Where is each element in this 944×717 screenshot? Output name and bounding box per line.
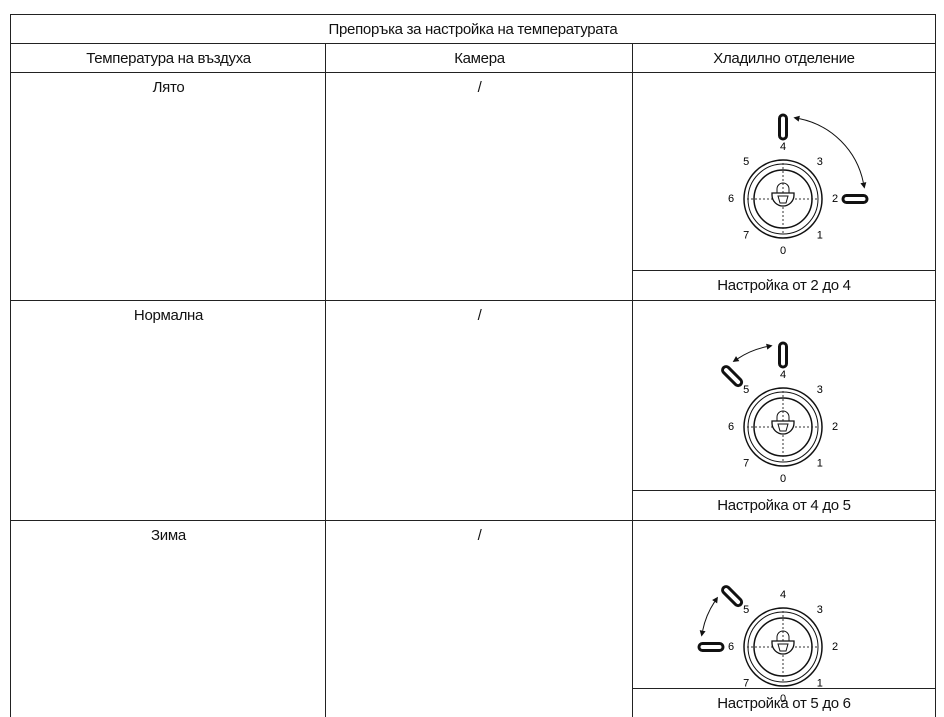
dial-part: [776, 630, 790, 652]
arrow-head: [860, 182, 867, 189]
knob-indicator: [778, 341, 788, 369]
setting-caption: Настройка от 4 до 5: [632, 490, 936, 520]
season-cell: Нормална: [10, 300, 326, 520]
dial-label: 6: [728, 193, 734, 205]
range-arrow: [737, 346, 767, 360]
dial-part: [776, 410, 790, 432]
arrow-head: [793, 115, 800, 122]
dial-label: 7: [743, 678, 749, 690]
table-title: Препоръка за настройка на температурата: [10, 14, 936, 44]
dial-label: 4: [780, 589, 786, 601]
column-header: Хладилно отделение: [632, 43, 936, 73]
knob-indicator: [841, 194, 869, 204]
dial: 0 1 2 3 4 5 6 7: [697, 585, 838, 705]
arrow-head: [712, 596, 718, 604]
season-cell: Зима: [10, 520, 326, 717]
dial-label: 6: [728, 641, 734, 653]
knob-indicator: [778, 113, 788, 141]
dial-label: 3: [817, 604, 823, 616]
dial-label: 3: [817, 156, 823, 168]
chamber-cell: /: [325, 300, 633, 520]
arrow-head: [699, 630, 706, 637]
range-arrow: [702, 601, 716, 631]
dial-label: 2: [832, 193, 838, 205]
range-arrow: [799, 118, 864, 183]
dial-label: 3: [817, 384, 823, 396]
dial-part: [771, 640, 795, 655]
dial-cell: [632, 520, 936, 689]
dial-label: 4: [780, 369, 786, 381]
knob-indicator: [721, 365, 744, 388]
arrow-head: [766, 343, 773, 350]
dial: 0 1 2 3 4 5 6 7: [721, 341, 838, 485]
knob-indicator: [721, 585, 744, 608]
dial-part: [743, 159, 823, 239]
dial-part: [776, 182, 790, 204]
dial-part: [771, 420, 795, 435]
dial-cell: [632, 300, 936, 491]
dial-part: [743, 387, 823, 467]
dial-label: 5: [743, 604, 749, 616]
dial-label: 0: [780, 473, 786, 485]
dial-label: 1: [817, 678, 823, 690]
dial-label: 7: [743, 458, 749, 470]
dial-part: [743, 607, 823, 687]
chamber-cell: /: [325, 72, 633, 300]
dial-label: 0: [780, 693, 786, 705]
season-cell: Лято: [10, 72, 326, 300]
arrow-head: [732, 356, 740, 362]
dial-label: 5: [743, 384, 749, 396]
dial-cell: [632, 72, 936, 271]
dial-label: 6: [728, 421, 734, 433]
dial-label: 1: [817, 230, 823, 242]
dial-label: 2: [832, 421, 838, 433]
dial-label: 0: [780, 245, 786, 257]
column-header: Камера: [325, 43, 633, 73]
dial-label: 2: [832, 641, 838, 653]
dial-label: 5: [743, 156, 749, 168]
knob-indicator: [697, 642, 725, 652]
dial-label: 1: [817, 458, 823, 470]
dial-label: 4: [780, 141, 786, 153]
chamber-cell: /: [325, 520, 633, 717]
dial-label: 7: [743, 230, 749, 242]
setting-caption: Настройка от 5 до 6: [632, 688, 936, 717]
dial: 0 1 2 3 4 5 6 7: [728, 113, 869, 257]
setting-caption: Настройка от 2 до 4: [632, 270, 936, 300]
column-header: Температура на въздуха: [10, 43, 326, 73]
dial-part: [771, 192, 795, 207]
